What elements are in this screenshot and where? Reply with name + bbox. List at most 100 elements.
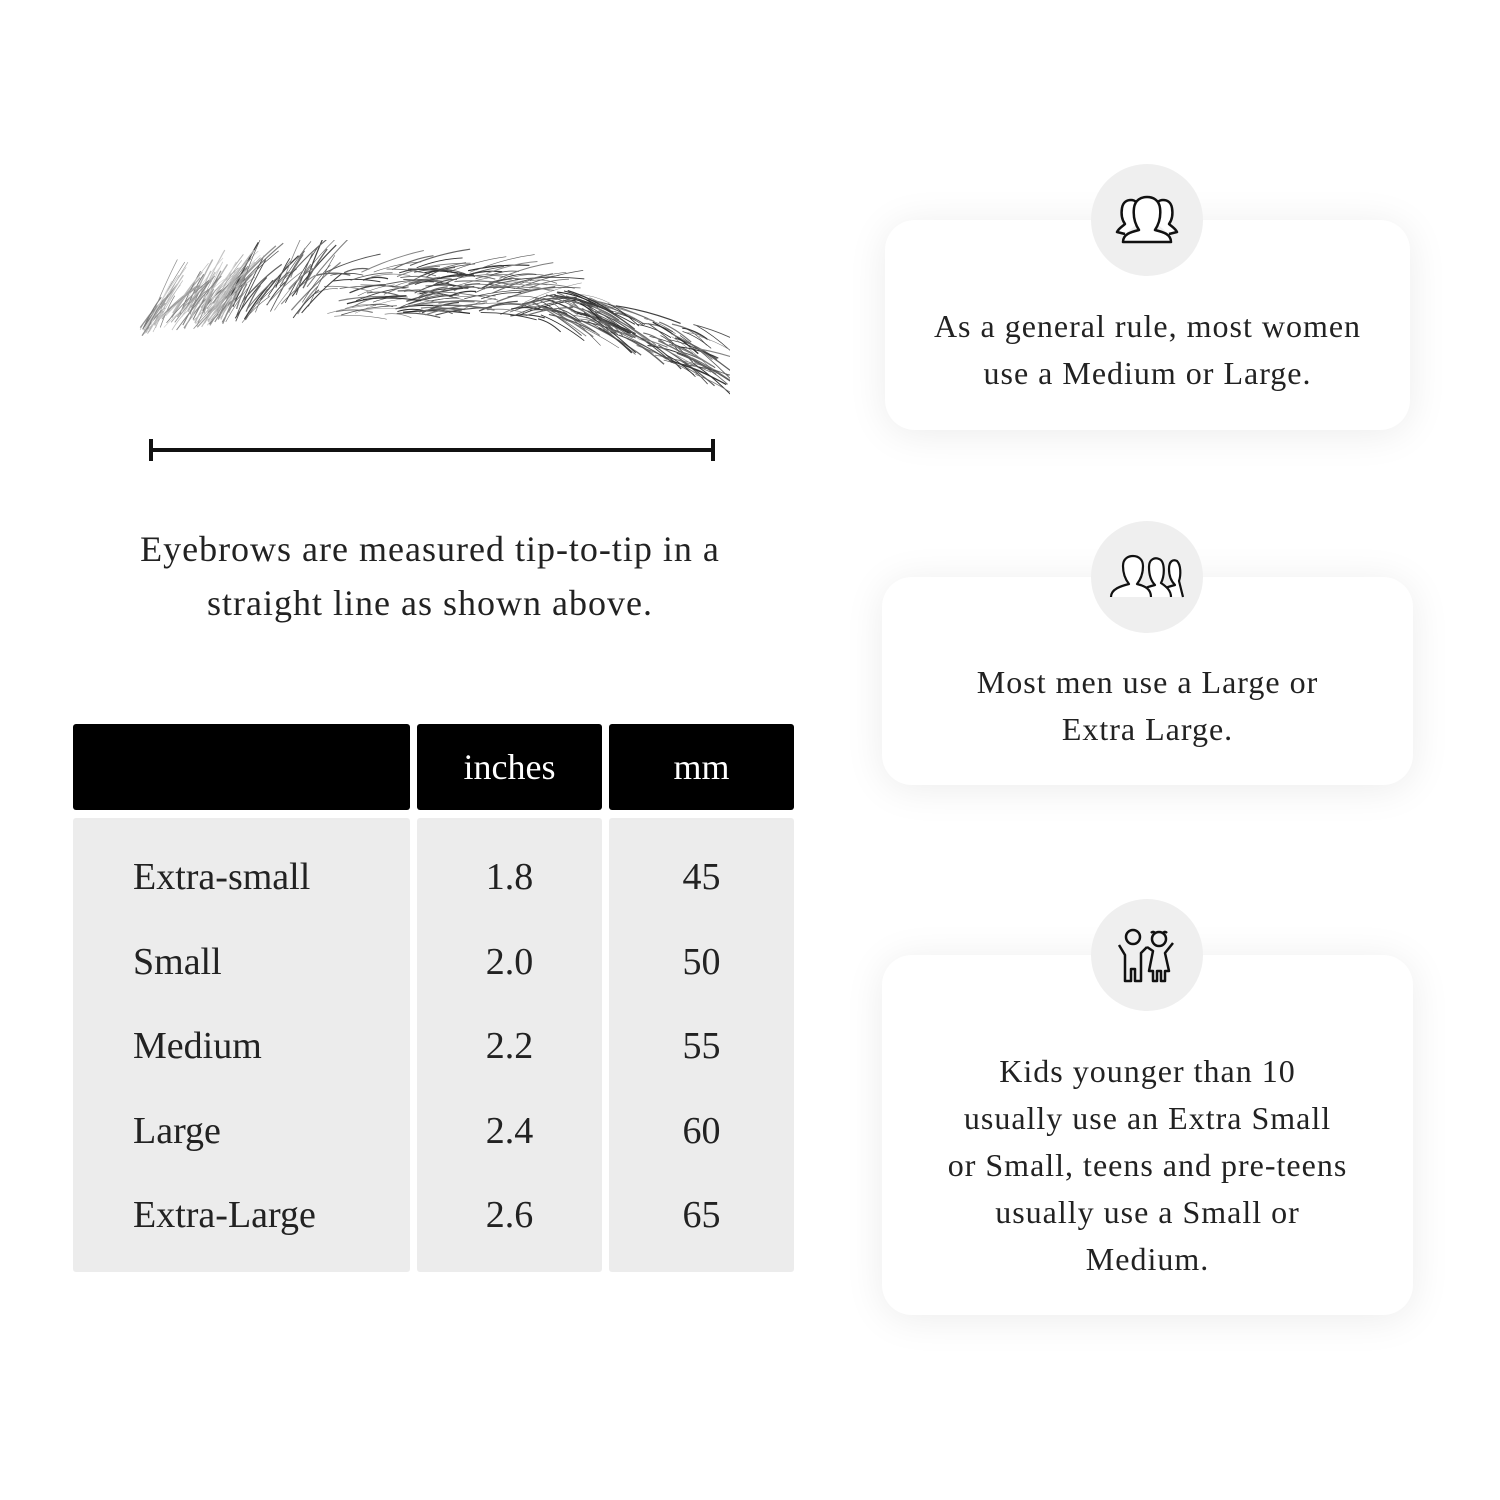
eyebrow-hair — [516, 269, 584, 289]
eyebrow-hair — [637, 338, 700, 369]
eyebrow-hair — [514, 276, 585, 281]
men-group-icon — [1091, 521, 1203, 633]
eyebrow-hair — [200, 276, 215, 307]
row-mm-value: 60 — [682, 1109, 721, 1152]
eyebrow-hair — [391, 255, 434, 271]
eyebrow-hair — [540, 314, 585, 342]
eyebrow-hair — [496, 286, 556, 303]
eyebrow-hair — [407, 300, 475, 307]
eyebrow-hair — [351, 295, 386, 308]
eyebrow-hair — [234, 277, 268, 319]
card-text: As a general rule, most women use a Medi… — [933, 308, 1362, 391]
measure-caption: Eyebrows are measured tip-to-tip in a st… — [140, 529, 720, 623]
eyebrow-hair — [324, 285, 373, 293]
eyebrow-hair — [431, 295, 496, 302]
measurement-line — [149, 439, 715, 461]
row-mm-value: 55 — [682, 1025, 721, 1067]
eyebrow-hair — [343, 267, 370, 274]
eyebrow-hair — [491, 273, 554, 294]
table-header-size — [73, 724, 410, 810]
eyebrow-hair — [425, 266, 456, 278]
eyebrow-hair — [316, 272, 351, 276]
eyebrow-hair — [259, 255, 300, 301]
eyebrow-hair — [366, 291, 400, 297]
eyebrow-hair — [424, 277, 491, 298]
eyebrow-hair — [218, 259, 250, 316]
eyebrow-hair — [557, 291, 597, 305]
eyebrow-hair — [537, 318, 562, 333]
eyebrow-hair — [562, 318, 620, 349]
eyebrow-hair — [696, 325, 730, 351]
eyebrow-hair — [142, 296, 162, 330]
eyebrow-hair — [362, 297, 422, 302]
eyebrow-hair — [361, 250, 424, 273]
eyebrow-hair — [299, 240, 335, 282]
eyebrow-hair — [511, 306, 544, 311]
eyebrow-hair — [418, 307, 465, 313]
eyebrow-hair — [464, 289, 531, 300]
eyebrow-hair — [567, 289, 613, 313]
eyebrow-hair — [225, 275, 241, 300]
eyebrow-hair — [163, 302, 194, 328]
eyebrow-hair — [341, 305, 397, 316]
eyebrow-hair — [641, 322, 674, 333]
eyebrow-hair — [413, 298, 459, 306]
card-kids: Kids younger than 10 usually use an Extr… — [882, 955, 1413, 1315]
eyebrow-hair — [308, 255, 336, 307]
eyebrow-hair — [201, 286, 232, 328]
eyebrow-hair — [508, 274, 544, 279]
eyebrow-hair — [475, 279, 519, 294]
eyebrow-hair — [475, 275, 505, 280]
eyebrow-hair — [587, 320, 636, 355]
eyebrow-hair — [202, 270, 222, 311]
eyebrow-hair — [327, 304, 384, 314]
table-header-inches: inches — [417, 724, 602, 810]
eyebrow-hair — [245, 288, 270, 321]
eyebrow-hair — [241, 295, 271, 323]
eyebrow-hair — [596, 316, 653, 346]
eyebrow-hair — [302, 264, 331, 303]
row-mm-value: 65 — [682, 1194, 721, 1236]
table-header-mm: mm — [609, 724, 794, 810]
eyebrow-hair — [674, 358, 730, 377]
eyebrow-hair — [143, 310, 171, 335]
eyebrow-hair — [601, 328, 668, 348]
eyebrow-hair — [203, 288, 215, 314]
eyebrow-hair — [176, 275, 222, 331]
eyebrow-hair — [255, 288, 268, 313]
eyebrow-hair — [592, 306, 615, 320]
eyebrow-hair — [150, 267, 187, 323]
eyebrow-hair — [292, 289, 320, 319]
eyebrow-hair — [435, 306, 492, 316]
eyebrow-hair — [362, 307, 419, 311]
eyebrow-hair — [154, 261, 189, 322]
eyebrow-hair — [220, 285, 239, 320]
eyebrow-hair — [208, 297, 238, 325]
eyebrow-hair — [609, 328, 667, 360]
row-inches-value: 2.2 — [485, 1025, 534, 1067]
eyebrow-hair — [396, 312, 441, 319]
eyebrow-hair — [184, 271, 216, 330]
eyebrow-hair — [154, 274, 184, 326]
eyebrow-hair — [265, 270, 304, 306]
eyebrow-hair — [384, 313, 412, 319]
eyebrow-hair — [429, 291, 498, 301]
eyebrow-hair — [643, 332, 669, 347]
eyebrow-hair — [334, 315, 387, 320]
row-inches-value: 1.8 — [485, 856, 534, 898]
eyebrow-hair — [417, 293, 465, 301]
eyebrow-hair — [419, 287, 469, 295]
eyebrow-hair — [152, 280, 184, 333]
eyebrow-hair — [277, 250, 305, 298]
eyebrow-hair — [362, 276, 389, 281]
eyebrow-hair — [383, 276, 440, 295]
eyebrow-hair — [637, 324, 672, 338]
eyebrow-hair — [349, 284, 386, 294]
eyebrow-hair — [607, 303, 640, 327]
eyebrow-hair — [424, 302, 485, 316]
eyebrow-hair — [236, 255, 265, 316]
eyebrow-hair — [166, 280, 210, 324]
eyebrow-hair — [449, 290, 477, 298]
card-text: Kids younger than 10 usually use an Extr… — [947, 1052, 1348, 1277]
